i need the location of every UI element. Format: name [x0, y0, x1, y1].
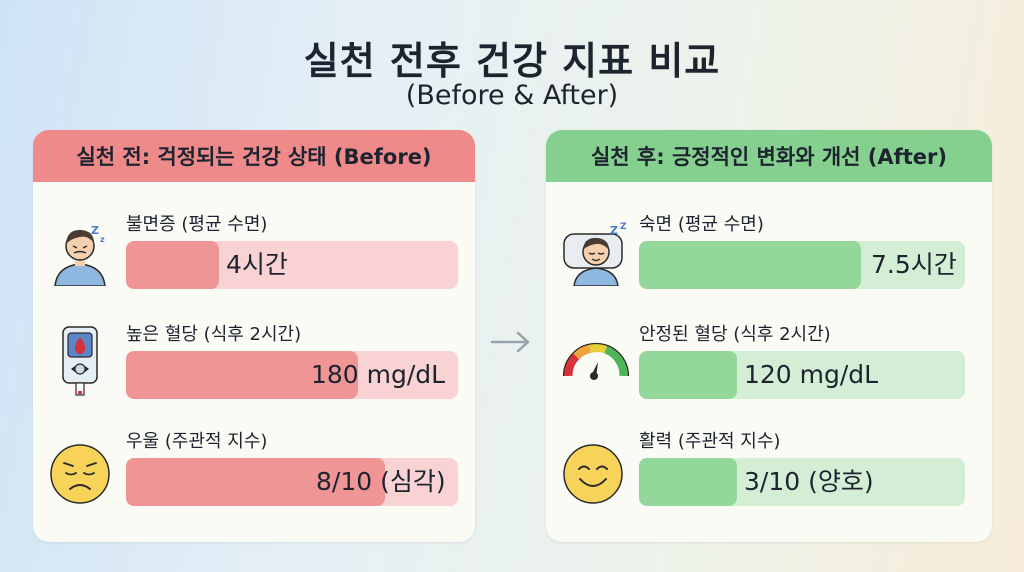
before-metric-glucose: 높은 혈당 (식후 2시간) 180 mg/dL	[33, 320, 475, 430]
before-metric-label: 우울 (주관적 지수)	[126, 431, 268, 452]
before-panel-header: 실천 전: 걱정되는 건강 상태 (Before)	[33, 130, 475, 182]
before-metric-fill	[126, 351, 359, 399]
after-metric-label: 활력 (주관적 지수)	[639, 431, 781, 452]
before-metric-value: 180 mg/dL	[311, 360, 446, 389]
before-metric-label: 불면증 (평균 수면)	[126, 214, 268, 235]
before-metric-value: 8/10 (심각)	[316, 467, 446, 496]
before-metric-label: 높은 혈당 (식후 2시간)	[126, 324, 302, 345]
after-metric-label: 안정된 혈당 (식후 2시간)	[639, 324, 831, 345]
after-metric-value: 120 mg/dL	[744, 360, 879, 389]
after-metric-bar: 7.5시간	[639, 241, 965, 289]
after-metric-value: 7.5시간	[871, 250, 957, 279]
after-metric-bar: 3/10 (양호)	[639, 458, 965, 506]
svg-text:Z: Z	[610, 224, 618, 237]
sleepless-person-icon: Z z	[47, 220, 113, 287]
after-metric-fill	[639, 351, 737, 399]
before-panel: 실천 전: 걱정되는 건강 상태 (Before) Z z 불면증 (평균 수면…	[33, 130, 475, 542]
after-metric-fill	[639, 458, 737, 506]
page-title: 실천 전후 건강 지표 비교	[303, 39, 721, 83]
before-metric-bar: 4시간	[126, 241, 458, 289]
before-metric-sleep: Z z 불면증 (평균 수면) 4시간	[33, 210, 475, 320]
after-metric-sleep: Z Z 숙면 (평균 수면) 7.5시간	[546, 210, 992, 320]
before-metric-bar: 180 mg/dL	[126, 351, 458, 399]
svg-text:Z: Z	[620, 222, 627, 232]
sleeping-person-icon: Z Z	[560, 220, 627, 287]
page-subtitle: (Before & After)	[405, 80, 619, 111]
before-metric-mood: 우울 (주관적 지수) 8/10 (심각)	[33, 427, 475, 537]
after-metric-glucose: 안정된 혈당 (식후 2시간) 120 mg/dL	[546, 320, 992, 430]
after-metric-bar: 120 mg/dL	[639, 351, 965, 399]
after-panel-header: 실천 후: 긍정적인 변화와 개선 (After)	[546, 130, 992, 182]
svg-text:Z: Z	[91, 224, 99, 237]
glucose-meter-icon	[47, 325, 113, 396]
after-metric-energy: 활력 (주관적 지수) 3/10 (양호)	[546, 427, 992, 537]
after-panel: 실천 후: 긍정적인 변화와 개선 (After) Z Z 숙면 (평균 수면)…	[546, 130, 992, 542]
after-metric-fill	[639, 241, 861, 289]
after-metric-label: 숙면 (평균 수면)	[639, 214, 764, 235]
sad-face-icon	[47, 441, 113, 507]
before-metric-fill	[126, 241, 219, 289]
before-metric-fill	[126, 458, 385, 506]
before-metric-bar: 8/10 (심각)	[126, 458, 458, 506]
before-metric-value: 4시간	[226, 250, 288, 279]
after-metric-value: 3/10 (양호)	[744, 467, 874, 496]
gauge-icon	[560, 328, 630, 394]
svg-text:z: z	[100, 235, 105, 244]
smiling-face-icon	[560, 441, 626, 507]
right-arrow-icon	[490, 330, 532, 354]
